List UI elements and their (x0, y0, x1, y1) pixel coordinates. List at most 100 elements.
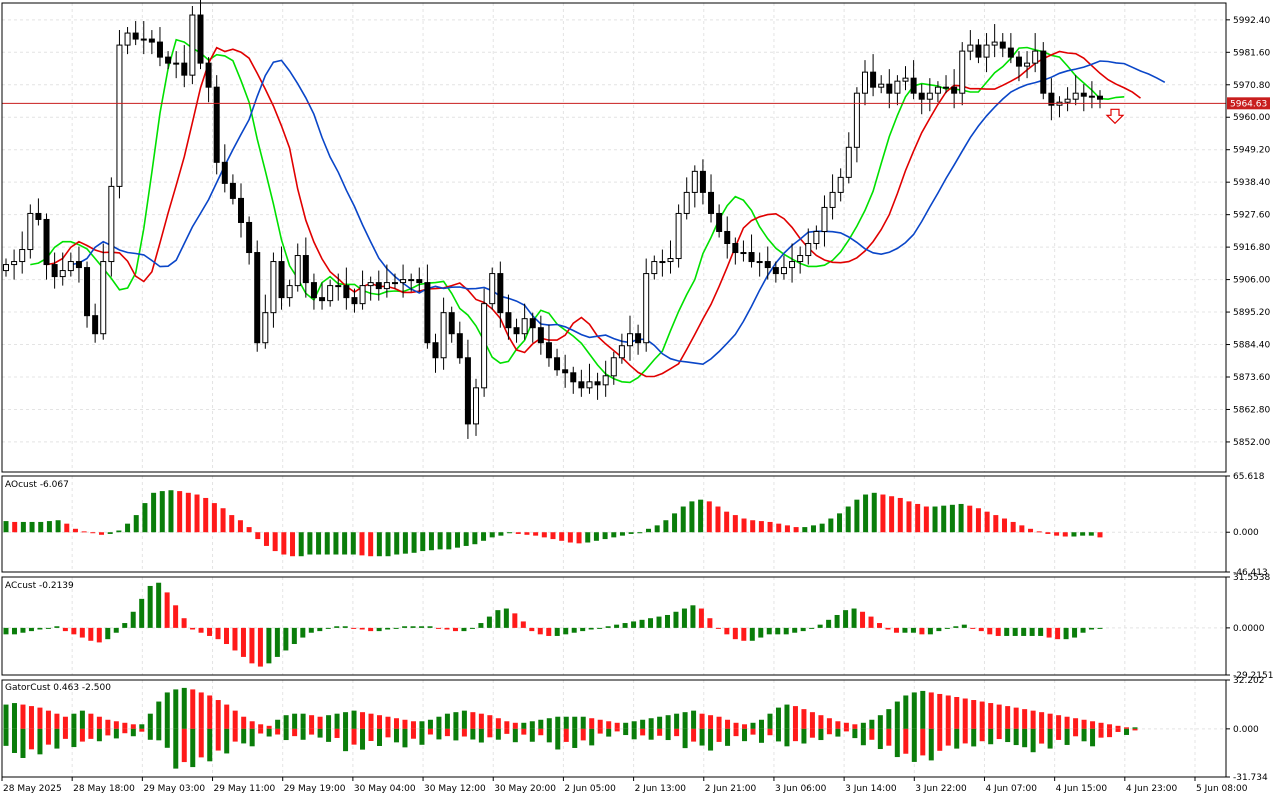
candle-bullish (359, 285, 366, 305)
ac-histogram-bar (240, 627, 246, 657)
ao-histogram-bar (837, 513, 843, 533)
ac-histogram-bar (698, 608, 704, 628)
gator-lower-bar (1047, 728, 1053, 749)
gator-upper-bar (614, 722, 620, 729)
ao-histogram-bar (932, 506, 938, 533)
candle-bullish (270, 261, 277, 314)
candle-bullish (837, 176, 844, 193)
gator-upper-bar (54, 713, 60, 729)
candle-bearish (165, 56, 172, 64)
ac-histogram-bar (664, 614, 670, 628)
gator-upper-bar (1022, 709, 1028, 729)
gator-upper-bar (28, 706, 34, 729)
ac-histogram-bar (11, 627, 17, 635)
candle-bearish (764, 261, 771, 269)
candle-bullish (262, 312, 269, 344)
candle-bullish (756, 261, 763, 264)
candle-bullish (894, 80, 901, 94)
gator-lower-bar (427, 728, 433, 735)
ac-histogram-bar (953, 626, 959, 628)
gator-upper-bar (164, 692, 170, 729)
ac-histogram-bar (410, 626, 416, 628)
ao-histogram-bar (637, 532, 643, 534)
gator-lower-bar (1013, 728, 1019, 746)
sell-signal-arrow-icon (1105, 108, 1125, 125)
ac-histogram-bar (597, 627, 603, 629)
gator-lower-bar (877, 728, 883, 750)
candle-bullish (481, 303, 488, 389)
ao-histogram-bar (1001, 518, 1007, 533)
ao-histogram-bar (220, 508, 226, 533)
main-price-panel: 5964.63 (2, 0, 1270, 439)
y-tick-label: 5960.00 (1233, 113, 1270, 123)
ac-histogram-bar (724, 627, 730, 635)
candle-bearish (238, 197, 245, 223)
gator-lower-bar (461, 728, 467, 737)
ac-histogram-bar (139, 598, 145, 628)
candle-bullish (853, 92, 860, 148)
y-tick-label: 5981.60 (1233, 48, 1270, 58)
candle-bearish (1097, 95, 1103, 100)
ao-histogram-bar (472, 532, 478, 545)
gator-upper-bar (928, 692, 934, 729)
gator-upper-bar (1107, 724, 1113, 729)
ac-histogram-bar (588, 627, 594, 630)
ao-histogram-bar (307, 532, 313, 555)
gator-upper-bar (1013, 707, 1019, 729)
panel-frame (1, 475, 1227, 573)
x-tick-label: 5 Jun 08:00 (1196, 784, 1248, 794)
gator-lower-bar (725, 728, 731, 746)
ac-histogram-bar (995, 627, 1001, 636)
candle-bullish (473, 387, 480, 425)
x-tick-label: 29 May 11:00 (214, 784, 276, 794)
gator-upper-bar (869, 719, 875, 729)
gator-lower-bar (45, 728, 51, 745)
y-tick-label: 5916.80 (1233, 243, 1270, 253)
ao-histogram-bar (272, 532, 278, 552)
ac-histogram-bar (707, 618, 713, 628)
gator-upper-bar (648, 718, 654, 729)
candle-bearish (708, 191, 715, 214)
gator-upper-bar (835, 721, 841, 729)
gator-lower-bar (937, 728, 943, 751)
gator-lower-bar (1030, 728, 1036, 753)
y-tick-label: 5970.80 (1233, 81, 1270, 91)
gator-lower-bar (1056, 728, 1062, 740)
y-tick-label: 0.000 (1233, 528, 1259, 538)
ac-histogram-bar (936, 627, 942, 632)
candle-bearish (221, 161, 228, 184)
gator-lower-bar (130, 728, 136, 737)
ac-histogram-bar (478, 623, 484, 628)
ac-histogram-bar (71, 627, 77, 635)
x-tick-label: 29 May 03:00 (143, 784, 205, 794)
ao-histogram-bar (663, 520, 669, 533)
gator-lower-bar (79, 728, 85, 742)
x-tick-label: 2 Jun 13:00 (635, 784, 687, 794)
gator-lower-bar (809, 728, 815, 738)
ao-histogram-bar (550, 532, 556, 540)
candle-bearish (975, 44, 982, 58)
y-tick-label: 5927.60 (1233, 211, 1270, 221)
ac-histogram-bar (512, 613, 518, 628)
ac-histogram-bar (385, 627, 391, 630)
candle-bullish (959, 50, 966, 94)
gator-upper-bar (725, 719, 731, 729)
candle-bullish (335, 285, 342, 288)
candle-bullish (27, 212, 34, 251)
candle-bearish (278, 261, 285, 299)
candle-bullish (983, 44, 990, 58)
candle-bullish (19, 249, 26, 263)
gator-lower-bar (419, 728, 425, 745)
gator-lower-bar (1022, 728, 1028, 748)
ac-histogram-bar (113, 627, 119, 633)
candle-bullish (659, 261, 666, 264)
candle-bullish (926, 92, 933, 100)
current-price-label: 5964.63 (1230, 99, 1267, 109)
gator-upper-bar (792, 706, 798, 729)
y-tick-label: 65.618 (1233, 472, 1265, 482)
ao-histogram-bar (298, 532, 304, 557)
gator-lower-bar (691, 728, 697, 742)
gator-upper-bar (826, 718, 832, 729)
gator-upper-bar (79, 710, 85, 729)
gator-lower-bar (657, 728, 663, 736)
